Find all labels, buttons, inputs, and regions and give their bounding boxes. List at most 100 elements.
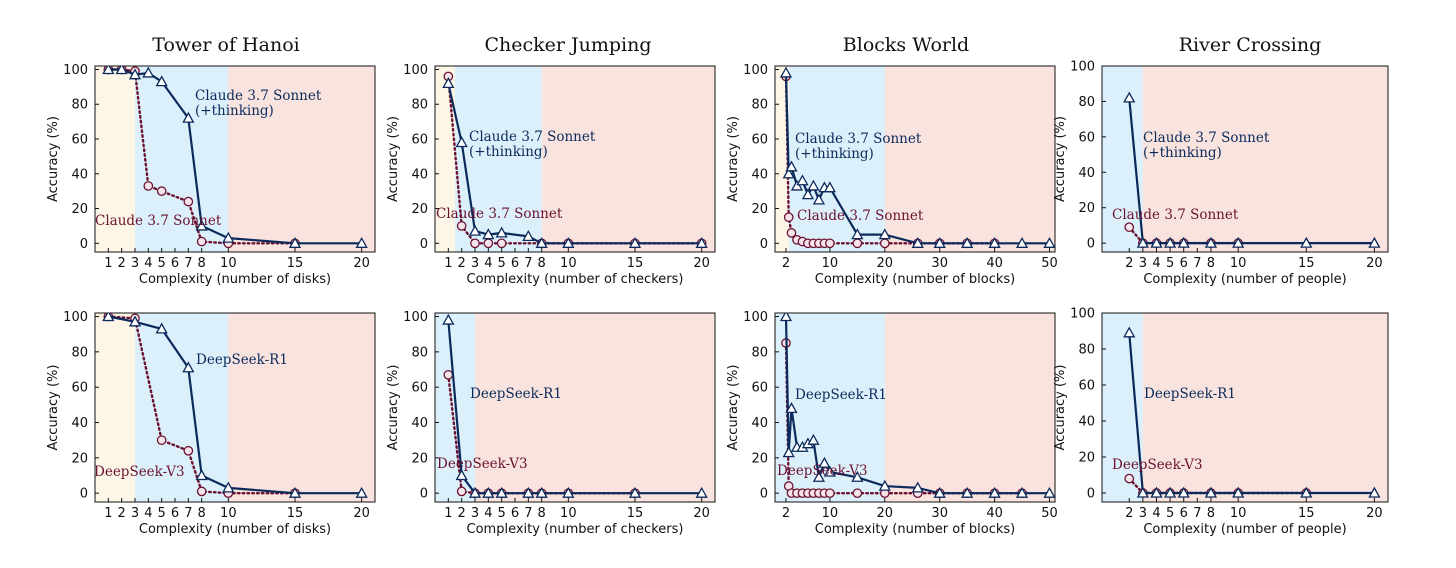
series-label-claude-3-7-sonnet-thinking: Claude 3.7 Sonnet (+thinking) [195,88,322,119]
data-point-triangle [1177,486,1190,498]
data-point-triangle [911,236,924,248]
x-tick-label: 8 [1207,256,1215,271]
data-point-triangle [482,228,495,240]
series-claude-3-7-sonnet-thinking [442,77,708,248]
data-point-triangle [1204,486,1218,498]
series-label-line: Claude 3.7 Sonnet [1112,207,1239,223]
data-point-triangle [222,231,235,243]
y-tick-label: 20 [71,202,88,217]
data-point-circle [1124,473,1135,484]
data-point-triangle [222,481,235,493]
y-axis-label: Accuracy (%) [726,116,741,202]
x-tick-label: 15 [627,506,644,521]
series-label-claude-3-7-sonnet-thinking: Claude 3.7 Sonnet (+thinking) [1143,130,1270,161]
data-point-triangle [1150,486,1163,498]
plot-frame [94,312,376,503]
data-point-triangle [695,236,708,248]
data-point-triangle [785,160,798,172]
y-tick-label: 40 [411,167,428,182]
x-tick-label: 1 [104,256,112,271]
data-point-triangle [442,77,455,89]
data-point-circle [456,221,467,231]
column-titles: Tower of Hanoi Checker Jumping Blocks Wo… [152,34,1321,56]
y-tick-label: 60 [71,133,88,148]
data-point-triangle [801,188,815,200]
x-tick-label: 4 [484,256,492,271]
x-tick-label: 4 [144,506,152,521]
y-tick-label: 0 [1087,237,1095,252]
data-point-triangle [182,111,195,123]
x-tick-label: 3 [1139,256,1147,271]
data-point-triangle [807,179,820,191]
data-point-circle [1124,222,1135,233]
x-tick-label: 10 [1230,506,1247,521]
data-point-triangle [495,486,508,498]
x-tick-label: 10 [822,256,839,271]
y-tick-label: 100 [63,310,88,325]
data-point-triangle [522,486,535,498]
y-tick-label: 100 [1070,307,1095,322]
data-point-triangle [988,486,1001,498]
column-title-blocks-world: Blocks World [843,34,969,56]
data-point-triangle [823,181,837,193]
data-point-triangle [1232,236,1245,248]
data-point-circle [786,228,797,238]
series-line [107,68,297,245]
series-deepseek-r1 [442,313,708,498]
series-deepseek-r1 [1123,326,1381,498]
data-point-triangle [195,469,208,481]
x-tick-label: 4 [1152,506,1160,521]
x-tick-label: 20 [1366,506,1383,521]
plot-frame [774,65,1056,253]
data-point-triangle [195,219,208,231]
zone-high-complexity [1142,66,1388,252]
panel-river-crossing-deepseek: 0 20 40 60 80 100 2 3 4 5 6 7 8 10 15 20 Complexity (num… [1053,307,1389,537]
series-label-deepseek-r1: DeepSeek-R1 [196,352,288,368]
y-tick-label: 80 [1078,343,1095,358]
series-label-line: Claude 3.7 Sonnet [195,88,322,104]
series-label-claude-3-7-sonnet-thinking: Claude 3.7 Sonnet (+thinking) [795,131,922,162]
series-label-line: Claude 3.7 Sonnet [1143,130,1270,146]
y-tick-label: 80 [751,98,768,113]
y-axis-label: Accuracy (%) [386,365,401,451]
data-point-circle [852,238,863,249]
x-tick-label: 20 [877,256,894,271]
y-tick-label: 80 [411,98,428,113]
series-deepseek-r1 [779,313,1055,498]
data-point-triangle [1015,486,1029,498]
series-label-claude-3-7-sonnet: Claude 3.7 Sonnet [1112,207,1239,223]
x-tick-label: 8 [198,506,206,521]
series-label-line: Claude 3.7 Sonnet [795,131,922,147]
zone-high-complexity [228,66,375,252]
x-tick-label: 6 [1180,506,1188,521]
y-tick-label: 100 [743,63,768,78]
x-tick-label: 20 [693,256,710,271]
data-point-triangle [1123,326,1136,338]
zone-medium-complexity [1102,313,1143,502]
data-point-triangle [628,486,642,498]
series-label-line: (+thinking) [795,146,874,162]
series-label-line: DeepSeek-V3 [437,456,528,472]
y-tick-label: 0 [420,237,428,252]
x-tick-label: 20 [877,506,894,521]
y-tick-label: 100 [63,63,88,78]
data-point-circle [196,486,207,497]
zone-high-complexity [228,313,375,502]
x-axis-label: Complexity (number of disks) [139,522,331,537]
data-point-triangle [468,224,482,236]
plot-frame [94,65,376,253]
x-axis-label: Complexity (number of blocks) [815,522,1016,537]
series-label-line: DeepSeek-V3 [94,464,185,480]
series-label-claude-3-7-sonnet: Claude 3.7 Sonnet [436,206,563,222]
series-label-line: DeepSeek-R1 [1144,386,1236,402]
x-tick-label: 4 [1152,256,1160,271]
plot-frame [1101,65,1389,253]
series-line [108,315,362,495]
x-tick-label: 8 [538,256,546,271]
y-tick-label: 40 [751,167,768,182]
data-point-triangle [288,486,302,498]
x-tick-label: 3 [471,506,479,521]
y-tick-label: 80 [1078,95,1095,110]
data-point-triangle [911,481,924,493]
data-point-triangle [128,68,142,80]
